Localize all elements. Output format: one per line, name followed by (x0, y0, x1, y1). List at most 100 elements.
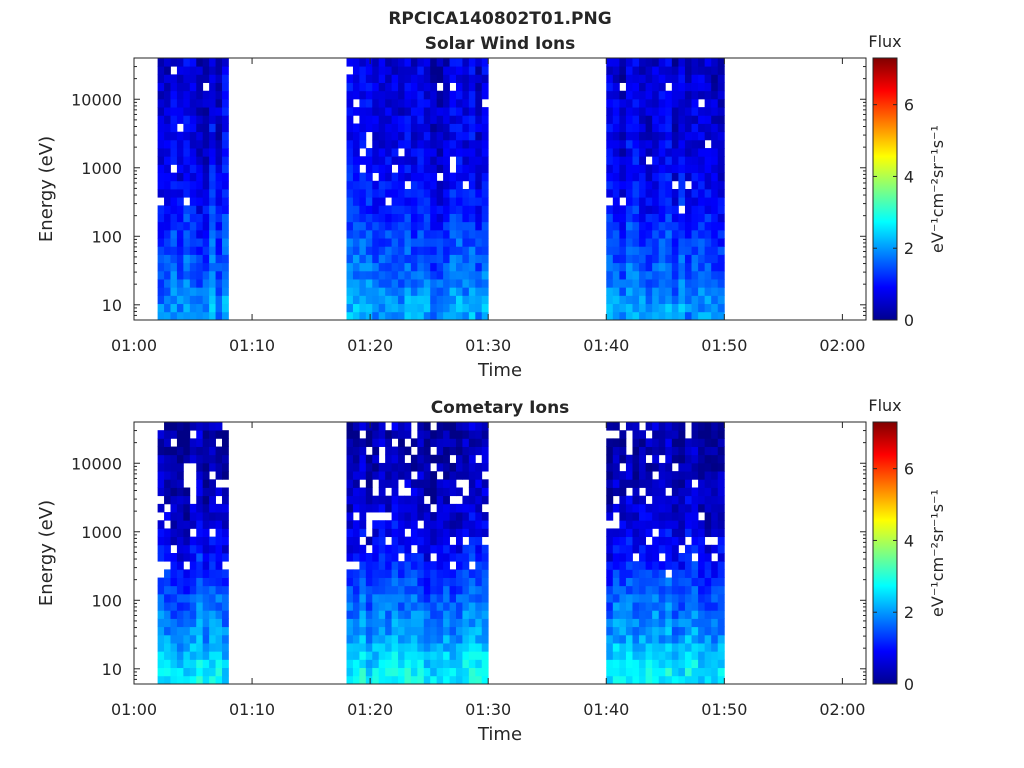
spectrogram-cell (372, 659, 380, 669)
spectrogram-cell (365, 503, 373, 513)
spectrogram-cell (639, 446, 647, 456)
spectrogram-cell (678, 197, 686, 206)
spectrogram-cell (196, 172, 204, 182)
y-tick-label: 1000 (81, 159, 122, 178)
spectrogram-cell (652, 262, 660, 272)
spectrogram-cell (209, 279, 216, 288)
spectrogram-cell (652, 602, 660, 611)
spectrogram-cell (639, 495, 647, 505)
spectrogram-cell (176, 528, 184, 538)
spectrogram-cell (443, 172, 450, 182)
spectrogram-cell (378, 651, 386, 660)
spectrogram-cell (222, 123, 229, 133)
spectrogram-cell (717, 430, 725, 439)
spectrogram-cell (704, 189, 712, 198)
spectrogram-cell (436, 487, 444, 497)
spectrogram-cell (209, 422, 216, 431)
spectrogram-cell (652, 287, 660, 296)
spectrogram-cell (698, 58, 706, 67)
spectrogram-cell (423, 561, 431, 570)
spectrogram-cell (378, 287, 386, 296)
colorbar-tick-label: 6 (904, 96, 914, 115)
spectrogram-cell (398, 262, 405, 272)
spectrogram-cell (443, 131, 450, 141)
spectrogram-cell (222, 462, 229, 472)
spectrogram-cell (436, 528, 444, 538)
spectrogram-cell (222, 618, 229, 628)
spectrogram-cell (183, 503, 191, 513)
spectrogram-cell (612, 197, 620, 206)
spectrogram-cell (222, 311, 229, 321)
spectrogram-cell (449, 643, 457, 652)
spectrogram-cell (678, 180, 686, 190)
spectrogram-cell (346, 123, 354, 133)
spectrogram-cell (164, 659, 171, 669)
spectrogram-cell (449, 430, 457, 439)
spectrogram-cell (157, 626, 165, 636)
spectrogram-cell (436, 553, 444, 562)
spectrogram-cell (176, 593, 184, 603)
spectrogram-cell (632, 667, 640, 677)
spectrogram-cell (176, 659, 184, 669)
spectrogram-cell (671, 115, 679, 124)
spectrogram-cell (189, 205, 197, 214)
spectrogram-cell (430, 577, 438, 587)
spectrogram-cell (684, 487, 692, 497)
spectrogram-cell (691, 512, 699, 521)
spectrogram-cell (215, 675, 223, 685)
spectrogram-cell (625, 659, 633, 669)
spectrogram-cell (665, 311, 673, 321)
spectrogram-cell (170, 618, 178, 628)
spectrogram-cell (183, 164, 191, 174)
spectrogram-cell (665, 643, 673, 652)
spectrogram-cell (391, 454, 399, 464)
spectrogram-cell (481, 667, 489, 677)
spectrogram-cell (183, 675, 191, 685)
spectrogram-cell (372, 544, 380, 554)
spectrogram-cell (639, 520, 647, 529)
spectrogram-cell (202, 675, 210, 685)
spectrogram-cell (215, 667, 223, 677)
spectrogram-cell (365, 82, 373, 92)
spectrogram-cell (164, 651, 171, 660)
spectrogram-cell (157, 634, 165, 644)
spectrogram-cell (404, 675, 412, 685)
spectrogram-cell (176, 512, 184, 521)
spectrogram-cell (481, 454, 489, 464)
spectrogram-cell (346, 229, 354, 239)
spectrogram-cell (352, 295, 360, 305)
spectrogram-cell (481, 495, 489, 505)
spectrogram-cell (691, 675, 699, 685)
spectrogram-cell (359, 438, 367, 447)
spectrogram-cell (652, 495, 660, 505)
spectrogram-cell (449, 626, 457, 636)
spectrogram-cell (665, 667, 673, 677)
spectrogram-cell (222, 536, 229, 546)
spectrogram-cell (671, 577, 679, 587)
spectrogram-cell (711, 544, 719, 554)
spectrogram-cell (619, 503, 627, 513)
spectrogram-cell (372, 438, 380, 447)
spectrogram-cell (468, 438, 476, 447)
spectrogram-cell (665, 479, 673, 488)
spectrogram-cell (639, 164, 647, 174)
spectrogram-cell (372, 197, 380, 206)
spectrogram-cell (352, 536, 360, 546)
spectrogram-cell (404, 585, 412, 595)
spectrogram-cell (209, 462, 216, 472)
spectrogram-cell (619, 74, 627, 83)
spectrogram-cell (645, 471, 653, 480)
spectrogram-cell (202, 287, 210, 296)
spectrogram-cell (196, 602, 204, 611)
spectrogram-cell (652, 651, 660, 660)
spectrogram-cell (196, 74, 204, 83)
spectrogram-cell (209, 270, 216, 280)
spectrogram-cell (222, 172, 229, 182)
spectrogram-cell (455, 156, 463, 165)
spectrogram-cell (671, 270, 679, 280)
spectrogram-cell (157, 553, 165, 562)
spectrogram-cell (449, 569, 457, 578)
spectrogram-cell (475, 430, 483, 439)
spectrogram-cell (658, 66, 666, 75)
spectrogram-cell (717, 123, 725, 133)
